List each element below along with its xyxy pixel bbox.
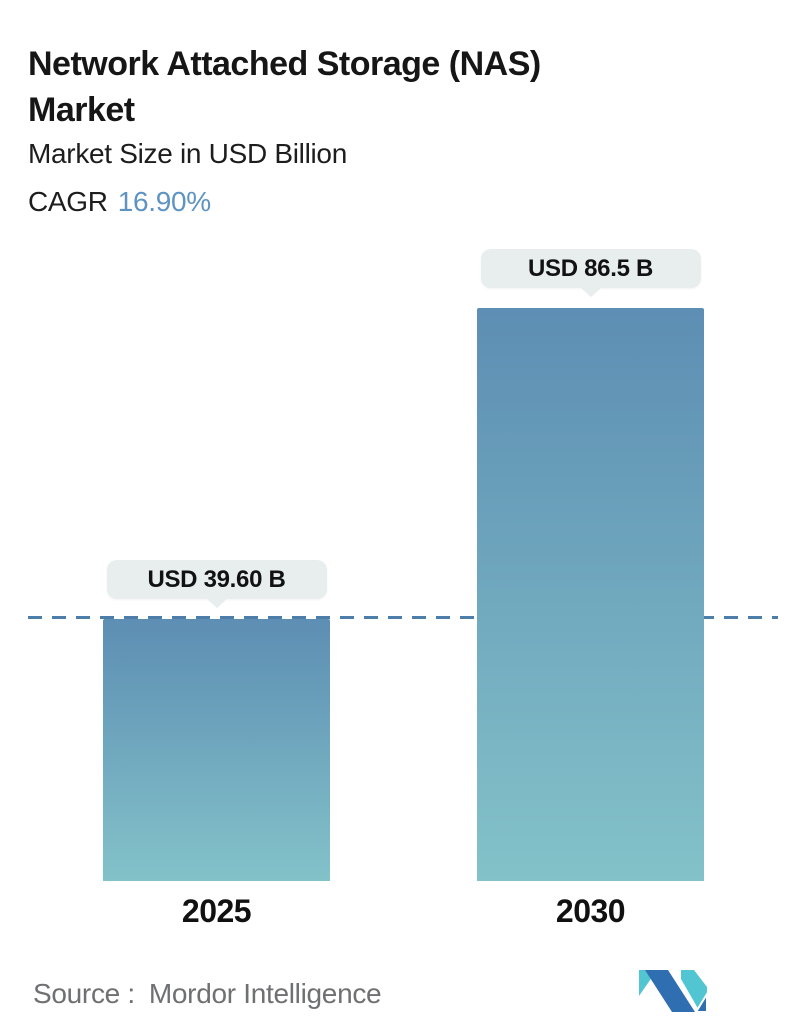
value-callout-2025: USD 39.60 B — [106, 560, 327, 599]
bar-2025 — [103, 619, 330, 881]
source-label: Source : — [33, 978, 135, 1009]
chart-subtitle: Market Size in USD Billion — [28, 138, 347, 169]
page-title: Network Attached Storage (NAS) Market — [28, 44, 541, 129]
source-value: Mordor Intelligence — [148, 978, 382, 1009]
cagr-value: 16.90% — [117, 186, 211, 217]
x-axis-label-2030: 2030 — [555, 893, 626, 929]
x-axis-label-2025: 2025 — [181, 893, 252, 929]
cagr-row: CAGR 16.90% — [28, 186, 211, 218]
source-attribution: Source : Mordor Intelligence — [33, 978, 382, 1010]
bar-2030 — [477, 308, 704, 881]
bar-chart: USD 39.60 B 2025 USD 86.5 B 2030 — [0, 0, 796, 881]
cagr-label: CAGR — [28, 186, 108, 217]
value-callout-2030: USD 86.5 B — [480, 249, 701, 288]
mordor-intelligence-logo-icon — [639, 970, 708, 1012]
baseline-dashed-line — [28, 616, 778, 619]
